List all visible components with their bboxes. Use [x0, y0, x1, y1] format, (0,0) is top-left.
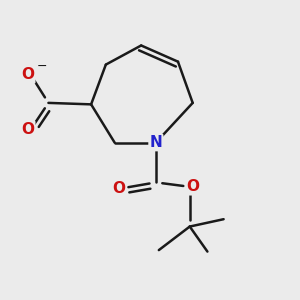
Text: O: O	[21, 122, 34, 137]
Text: N: N	[149, 135, 162, 150]
Text: O: O	[186, 179, 199, 194]
Text: −: −	[37, 60, 47, 73]
Text: O: O	[21, 68, 34, 82]
Text: O: O	[112, 181, 126, 196]
